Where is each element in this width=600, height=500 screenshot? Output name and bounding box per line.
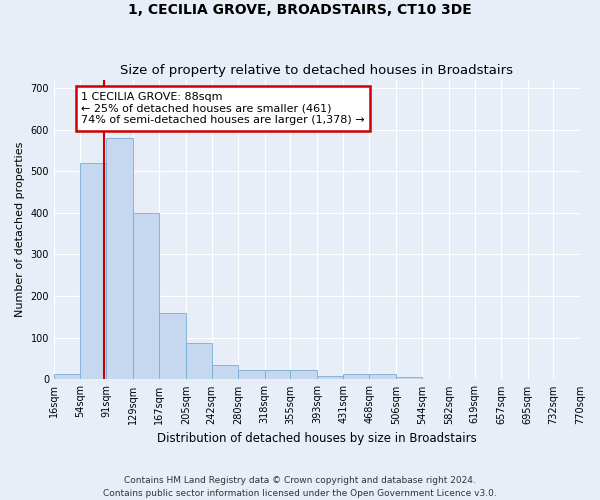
Bar <box>290 370 317 380</box>
Bar <box>396 378 422 380</box>
X-axis label: Distribution of detached houses by size in Broadstairs: Distribution of detached houses by size … <box>157 432 477 445</box>
Bar <box>343 374 369 380</box>
Bar <box>186 343 212 380</box>
Bar <box>54 374 80 380</box>
Title: Size of property relative to detached houses in Broadstairs: Size of property relative to detached ho… <box>121 64 514 77</box>
Bar <box>159 313 186 380</box>
Text: Contains HM Land Registry data © Crown copyright and database right 2024.
Contai: Contains HM Land Registry data © Crown c… <box>103 476 497 498</box>
Text: 1, CECILIA GROVE, BROADSTAIRS, CT10 3DE: 1, CECILIA GROVE, BROADSTAIRS, CT10 3DE <box>128 2 472 16</box>
Bar <box>238 370 265 380</box>
Bar <box>212 365 238 380</box>
Y-axis label: Number of detached properties: Number of detached properties <box>15 142 25 317</box>
Text: 1 CECILIA GROVE: 88sqm
← 25% of detached houses are smaller (461)
74% of semi-de: 1 CECILIA GROVE: 88sqm ← 25% of detached… <box>81 92 365 126</box>
Bar <box>317 376 343 380</box>
Bar <box>265 370 290 380</box>
Bar <box>80 163 106 380</box>
Bar <box>369 374 396 380</box>
Bar <box>106 138 133 380</box>
Bar <box>133 213 159 380</box>
